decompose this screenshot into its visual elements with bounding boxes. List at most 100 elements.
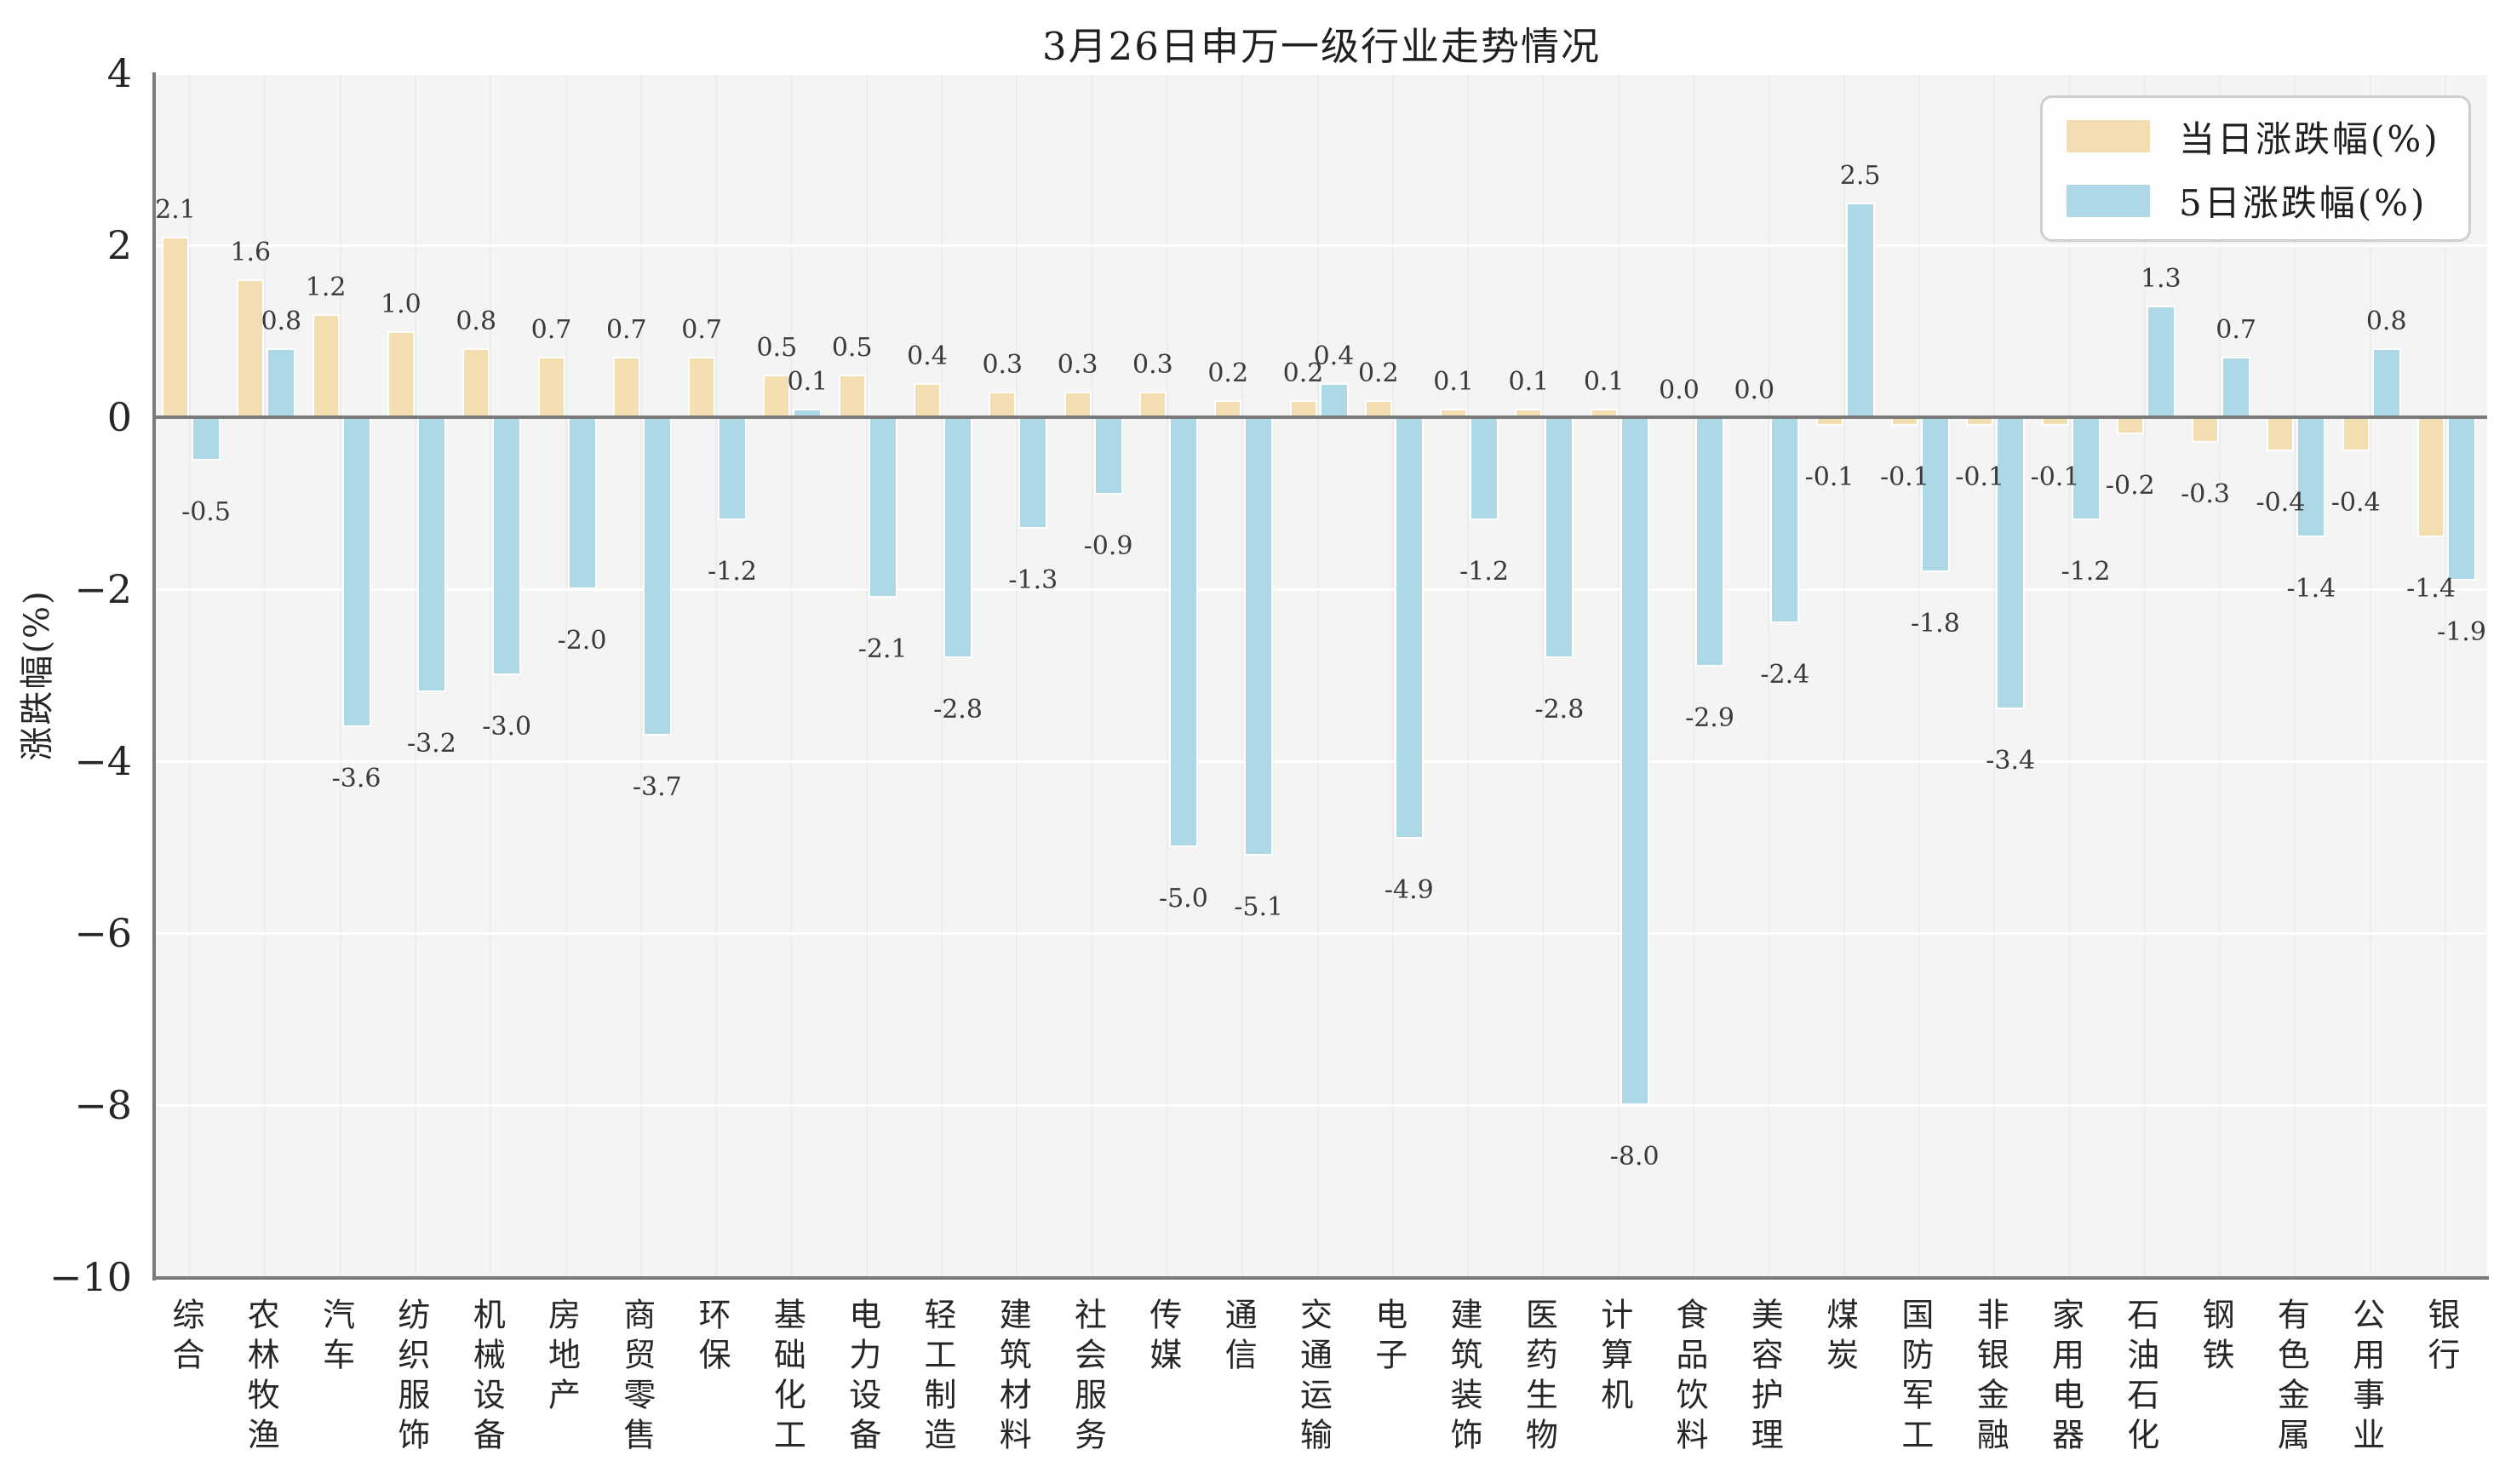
bar-daily — [387, 331, 415, 417]
x-axis-tick-label: 电力设备 — [843, 1298, 881, 1458]
y-axis-tick-label: 2 — [106, 222, 132, 268]
value-label-daily: 0.1 — [1583, 366, 1625, 397]
value-label-daily: -0.4 — [2330, 488, 2381, 519]
value-label-5day: 0.4 — [1313, 341, 1355, 371]
value-label-5day: -3.2 — [406, 729, 456, 759]
x-axis-tick-label: 建筑装饰 — [1445, 1298, 1483, 1458]
bar-daily — [763, 374, 791, 417]
bar-5day — [2296, 417, 2326, 538]
x-axis-tick-label: 商贸零售 — [617, 1298, 656, 1458]
bar-daily — [537, 357, 565, 417]
bar-5day — [1244, 417, 1274, 857]
bar-5day — [1470, 417, 1499, 521]
value-label-daily: -0.3 — [2181, 479, 2231, 510]
bar-daily — [1138, 391, 1167, 417]
bar-5day — [1545, 417, 1574, 658]
gridline-horizontal — [156, 760, 2487, 763]
bar-daily — [162, 236, 189, 417]
value-label-daily: 0.2 — [1357, 358, 1399, 388]
value-label-daily: 1.2 — [305, 272, 347, 302]
value-label-5day: -5.1 — [1234, 892, 1284, 923]
bar-5day — [1920, 417, 1950, 572]
x-axis-tick-label: 电子 — [1369, 1298, 1407, 1378]
y-axis-tick-label: −10 — [49, 1254, 132, 1300]
bar-5day — [1770, 417, 1800, 624]
legend-swatch-daily — [2065, 118, 2152, 155]
value-label-5day: -3.7 — [632, 771, 682, 802]
value-label-5day: -0.5 — [181, 496, 231, 527]
gridline-vertical — [1016, 72, 1018, 1278]
gridline-horizontal — [156, 588, 2487, 591]
y-axis-tick-label: −2 — [74, 566, 132, 612]
gridline-horizontal — [156, 244, 2487, 247]
gridline-vertical — [1241, 72, 1244, 1278]
bar-5day — [2371, 348, 2401, 417]
x-axis-tick-label: 房地产 — [542, 1298, 581, 1418]
x-axis-tick-label: 钢铁 — [2197, 1298, 2235, 1378]
gridline-horizontal — [156, 932, 2487, 935]
value-label-5day: -2.8 — [933, 694, 983, 725]
x-axis-tick-label: 机械设备 — [467, 1298, 506, 1458]
value-label-5day: -1.3 — [1008, 565, 1058, 596]
gridline-vertical — [414, 72, 416, 1278]
bar-daily — [838, 374, 866, 417]
value-label-5day: -1.2 — [708, 557, 758, 587]
gridline-vertical — [1993, 72, 1996, 1278]
axis-spine-bottom — [152, 1276, 2489, 1280]
bar-5day — [1695, 417, 1724, 667]
value-label-5day: -8.0 — [1609, 1142, 1660, 1172]
gridline-vertical — [1843, 72, 1845, 1278]
bar-5day — [868, 417, 897, 599]
legend: 当日涨跌幅(%) 5日涨跌幅(%) — [2040, 95, 2471, 242]
value-label-5day: -4.9 — [1384, 874, 1434, 905]
bar-5day — [943, 417, 972, 658]
gridline-vertical — [1768, 72, 1770, 1278]
bar-5day — [642, 417, 672, 736]
value-label-5day: 0.8 — [261, 307, 302, 337]
bar-daily — [312, 313, 340, 417]
value-label-5day: -3.4 — [1986, 746, 2036, 776]
gridline-vertical — [1091, 72, 1093, 1278]
x-axis-tick-label: 通信 — [1219, 1298, 1258, 1378]
value-label-daily: 0.3 — [1057, 349, 1098, 380]
gridline-vertical — [1391, 72, 1394, 1278]
value-label-5day: -0.9 — [1083, 530, 1133, 561]
legend-label-5day: 5日涨跌幅(%) — [2179, 182, 2428, 225]
bar-5day — [2146, 305, 2176, 417]
y-axis-tick-label: 4 — [106, 50, 132, 96]
value-label-daily: -0.2 — [2105, 471, 2155, 501]
x-axis-tick-label: 有色金属 — [2272, 1298, 2310, 1458]
bar-5day — [492, 417, 522, 675]
gridline-vertical — [565, 72, 567, 1278]
gridline-vertical — [2445, 72, 2446, 1278]
axis-spine-left — [152, 72, 156, 1281]
gridline-vertical — [1617, 72, 1620, 1278]
value-label-5day: 0.1 — [787, 366, 828, 397]
bar-5day — [192, 417, 221, 461]
x-axis-tick-label: 计算机 — [1595, 1298, 1633, 1418]
value-label-5day: -2.9 — [1685, 702, 1734, 733]
value-label-daily: -0.1 — [1879, 462, 1929, 493]
bar-daily — [688, 357, 716, 417]
bar-5day — [416, 417, 446, 693]
value-label-5day: -1.8 — [1910, 608, 1960, 639]
value-label-daily: -0.1 — [1804, 462, 1855, 493]
bar-daily — [1364, 399, 1392, 417]
bar-daily — [1063, 391, 1092, 417]
bar-5day — [1845, 202, 1875, 417]
x-axis-tick-label: 农林牧渔 — [242, 1298, 280, 1458]
gridline-vertical — [1918, 72, 1920, 1278]
value-label-daily: -0.1 — [1955, 462, 2005, 493]
gridline-vertical — [2219, 72, 2221, 1278]
gridline-vertical — [490, 72, 492, 1278]
legend-item-5day: 5日涨跌幅(%) — [2043, 175, 2468, 226]
gridline-vertical — [790, 72, 793, 1278]
value-label-5day: -2.0 — [557, 626, 607, 656]
value-label-5day: -5.0 — [1158, 884, 1208, 914]
value-label-daily: 2.1 — [155, 194, 196, 225]
x-axis-tick-label: 环保 — [693, 1298, 731, 1378]
value-label-5day: -1.4 — [2286, 574, 2336, 604]
gridline-vertical — [941, 72, 943, 1278]
value-label-daily: 0.2 — [1207, 358, 1249, 388]
bar-daily — [237, 279, 265, 417]
